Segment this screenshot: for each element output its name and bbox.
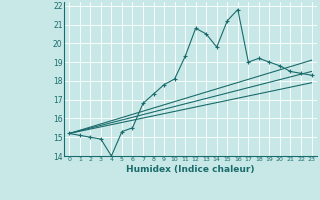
X-axis label: Humidex (Indice chaleur): Humidex (Indice chaleur)	[126, 165, 255, 174]
